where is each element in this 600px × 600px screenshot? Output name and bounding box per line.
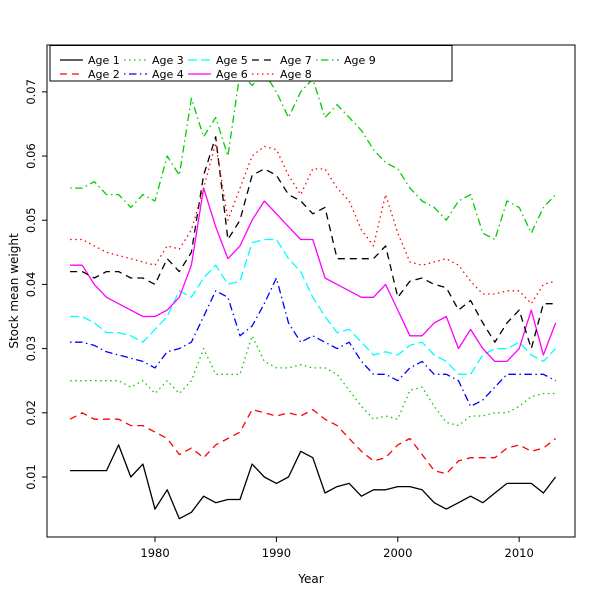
x-tick-label: 2010 <box>505 546 534 560</box>
legend-label-age-8: Age 8 <box>280 68 312 81</box>
series-line-age-3 <box>70 335 556 427</box>
legend-box <box>49 45 453 82</box>
x-axis: 1980 1990 2000 2010 <box>140 537 534 560</box>
series-line-age-5 <box>70 238 557 375</box>
y-tick-label: 0.07 <box>24 79 38 105</box>
legend-label-age-5: Age 5 <box>216 54 248 67</box>
series-line-age-1 <box>70 444 557 520</box>
series-line-age-9 <box>70 71 557 241</box>
y-axis-title: Stock mean weight <box>7 233 21 349</box>
y-tick-label: 0.05 <box>24 207 38 233</box>
x-axis-title: Year <box>298 572 324 586</box>
legend-label-age-6: Age 6 <box>216 68 248 81</box>
legend-label-age-2: Age 2 <box>88 68 120 81</box>
y-tick-label: 0.06 <box>24 143 38 169</box>
y-axis: 0.01 0.02 0.03 0.04 0.05 0.06 0.07 <box>24 79 47 490</box>
series-lines <box>69 71 557 520</box>
legend-label-age-1: Age 1 <box>88 54 120 67</box>
y-tick-label: 0.01 <box>24 464 38 490</box>
legend-label-age-3: Age 3 <box>152 54 184 67</box>
x-tick-label: 2000 <box>383 546 412 560</box>
series-line-age-2 <box>69 408 557 475</box>
series-line-age-6 <box>70 187 557 363</box>
legend-label-age-4: Age 4 <box>152 68 184 81</box>
legend-label-age-7: Age 7 <box>280 54 312 67</box>
series-line-age-4 <box>70 277 556 408</box>
y-tick-label: 0.02 <box>24 400 38 426</box>
x-tick-label: 1980 <box>140 546 169 560</box>
legend-label-age-9: Age 9 <box>344 54 376 67</box>
y-tick-label: 0.03 <box>24 336 38 362</box>
series-line-age-7 <box>70 136 556 350</box>
y-tick-label: 0.04 <box>24 272 38 298</box>
x-tick-label: 1990 <box>262 546 291 560</box>
series-line-age-8 <box>70 142 556 305</box>
